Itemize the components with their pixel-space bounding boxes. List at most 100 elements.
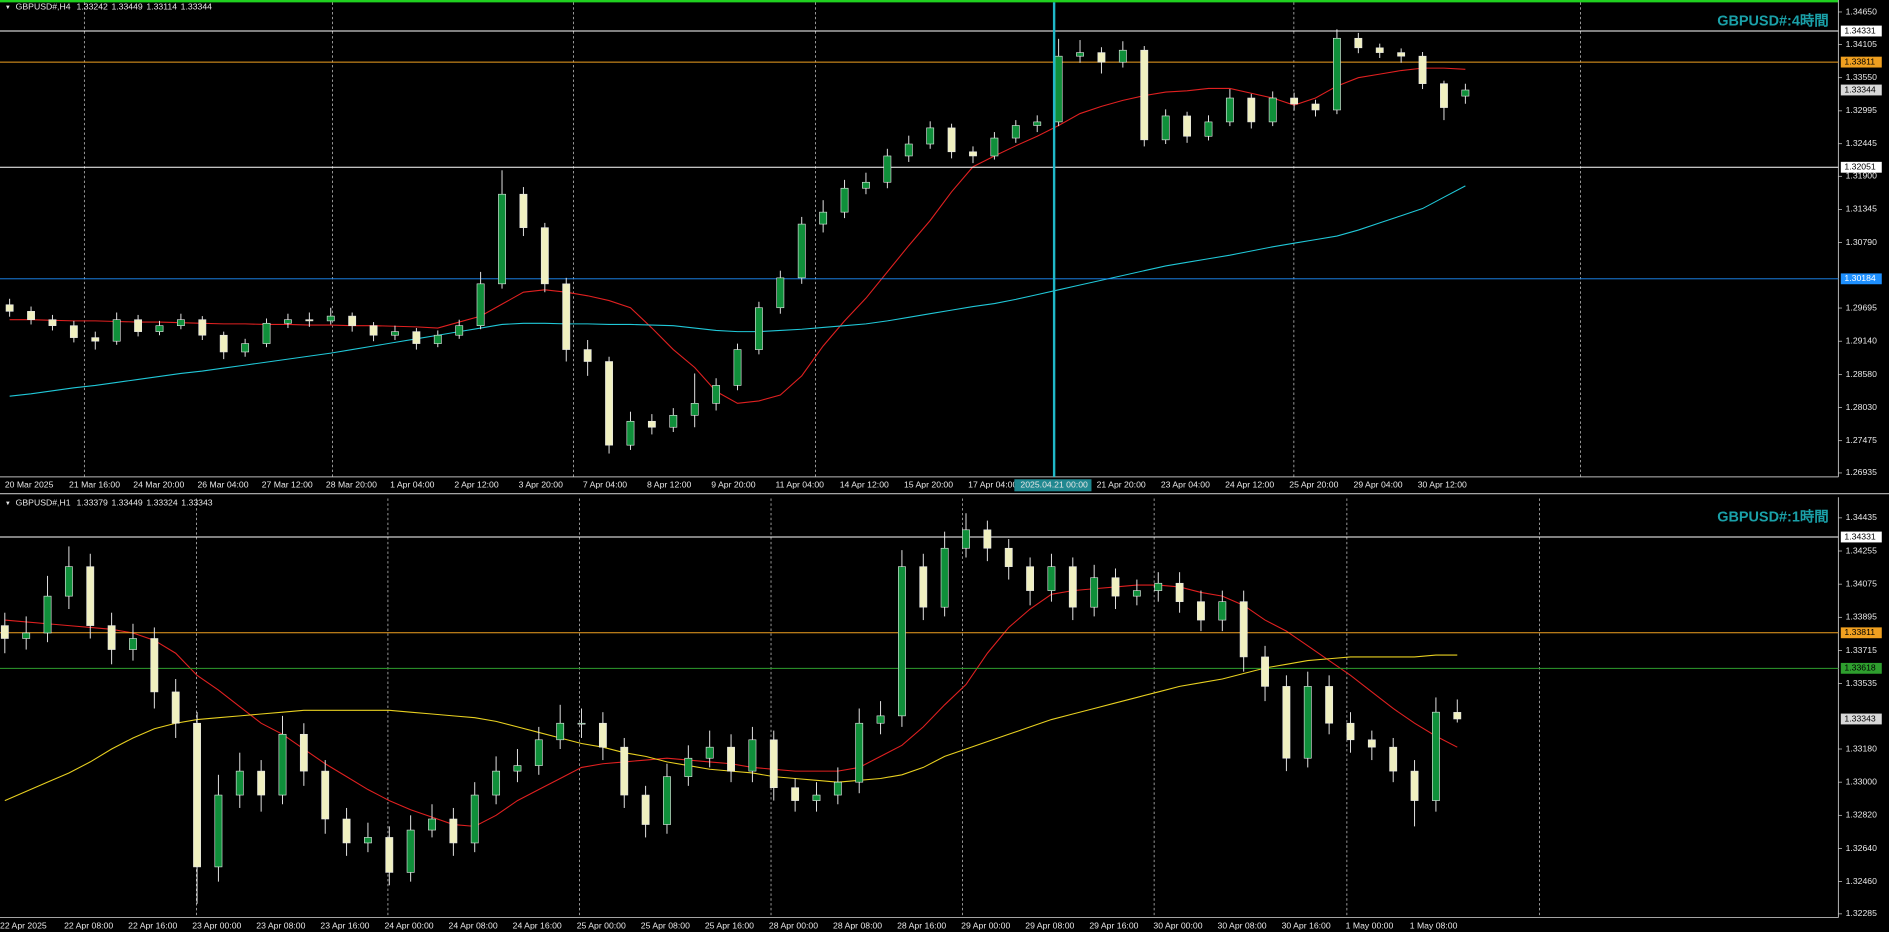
candle-body	[797, 223, 806, 279]
current-price-label: 1.33344	[1844, 84, 1875, 94]
x-tick-label: 30 Apr 12:00	[1418, 480, 1467, 490]
x-tick-label: 21 Apr 20:00	[1097, 480, 1146, 490]
candle-body	[577, 722, 586, 725]
candle-body	[1111, 577, 1120, 597]
candle-body	[433, 334, 442, 344]
candle-body	[69, 325, 78, 338]
x-tick-label: 29 Apr 00:00	[961, 920, 1010, 930]
candle-body	[476, 283, 485, 326]
y-tick-label: 1.28580	[1846, 369, 1877, 379]
candle-body	[1068, 566, 1077, 608]
level-label: 1.33811	[1844, 56, 1875, 66]
candle-body	[1154, 582, 1163, 591]
x-tick-label: 24 Apr 16:00	[513, 920, 562, 930]
y-tick-label: 1.33715	[1846, 645, 1877, 655]
y-tick-label: 1.32445	[1846, 138, 1877, 148]
candle-body	[647, 420, 656, 428]
y-tick-label: 1.33000	[1846, 776, 1877, 786]
x-tick-label: 25 Apr 16:00	[705, 920, 754, 930]
candle-body	[1410, 770, 1419, 801]
candle-body	[1183, 115, 1191, 137]
candle-body	[727, 746, 735, 772]
level-label: 1.33618	[1844, 663, 1875, 673]
header-value: 1.33324	[146, 498, 177, 508]
level-label-box	[1840, 273, 1882, 285]
candle-body	[1461, 89, 1470, 97]
x-tick-label: 23 Apr 00:00	[192, 920, 241, 930]
candle-body	[470, 794, 479, 844]
x-tick-label: 22 Apr 2025	[0, 920, 47, 930]
candle-body	[1346, 722, 1355, 741]
candle-body	[455, 325, 464, 336]
header-value: 1.33449	[111, 498, 142, 508]
y-tick-label: 1.32460	[1846, 876, 1877, 886]
level-label-box	[1840, 531, 1882, 543]
candle-body	[193, 722, 201, 868]
x-tick-label: 7 Apr 04:00	[583, 480, 627, 490]
candle-body	[1418, 55, 1427, 84]
x-tick-label: 25 Apr 08:00	[641, 920, 690, 930]
candle-body	[926, 127, 935, 145]
header-value: 1.33379	[77, 498, 108, 508]
level-label: 1.34331	[1844, 531, 1875, 541]
x-tick-label: 15 Apr 20:00	[904, 480, 953, 490]
candle-body	[840, 187, 849, 213]
candle-body	[513, 765, 522, 772]
x-tick-label: 29 Apr 04:00	[1354, 480, 1403, 490]
y-tick-label: 1.34255	[1846, 545, 1877, 555]
candle-body	[198, 319, 207, 336]
x-tick-label: 28 Apr 16:00	[897, 920, 946, 930]
candle-body	[1268, 97, 1277, 123]
y-tick-label: 1.31345	[1846, 204, 1877, 214]
x-tick-label: 2 Apr 12:00	[454, 480, 498, 490]
chart-symbol: GBPUSD#,H4	[16, 2, 71, 12]
y-tick-label: 1.32285	[1846, 908, 1877, 918]
x-tick-label: 14 Apr 12:00	[840, 480, 889, 490]
candle-body	[1204, 121, 1213, 137]
candle-body	[48, 319, 57, 326]
candle-body	[321, 770, 330, 820]
candle-body	[129, 638, 137, 650]
candle-body	[5, 304, 14, 312]
candle-body	[1026, 566, 1034, 591]
header-arrow: ▼	[5, 501, 11, 507]
candle-body	[947, 127, 956, 153]
candle-body	[1097, 52, 1106, 63]
candle-body	[284, 319, 292, 324]
y-tick-label: 1.34105	[1846, 39, 1877, 49]
candle-body	[428, 818, 436, 831]
candle-body	[1432, 711, 1440, 801]
candle-body	[862, 181, 870, 189]
x-tick-label: 24 Mar 20:00	[133, 480, 184, 490]
candle-body	[391, 331, 399, 336]
candle-body	[876, 715, 885, 724]
candle-body	[0, 625, 9, 639]
candle-body	[1367, 739, 1376, 748]
candle-body	[669, 414, 678, 428]
candle-body	[91, 337, 100, 342]
candle-body	[1054, 55, 1063, 123]
y-tick-label: 1.27475	[1846, 435, 1877, 445]
candle-body	[1076, 52, 1084, 57]
y-tick-label: 1.26935	[1846, 467, 1877, 477]
x-tick-label: 24 Apr 12:00	[1225, 480, 1274, 490]
x-tick-label: 29 Apr 16:00	[1089, 920, 1138, 930]
x-tick-label: 3 Apr 20:00	[519, 480, 563, 490]
candle-body	[519, 193, 528, 228]
candle-body	[1047, 566, 1056, 591]
candle-body	[626, 420, 635, 446]
candle-body	[369, 325, 378, 336]
x-tick-label: 25 Apr 00:00	[577, 920, 626, 930]
candle-body	[22, 632, 31, 639]
candle-body	[406, 829, 415, 873]
y-tick-label: 1.34075	[1846, 578, 1877, 588]
candle-body	[235, 770, 244, 796]
level-label: 1.34331	[1844, 25, 1875, 35]
candle-body	[969, 151, 977, 157]
x-tick-label: 22 Apr 16:00	[128, 920, 177, 930]
candle-body	[898, 566, 906, 717]
x-tick-label: 23 Apr 16:00	[320, 920, 369, 930]
y-tick-label: 1.32995	[1846, 105, 1877, 115]
x-tick-label: 17 Apr 04:00	[968, 480, 1017, 490]
